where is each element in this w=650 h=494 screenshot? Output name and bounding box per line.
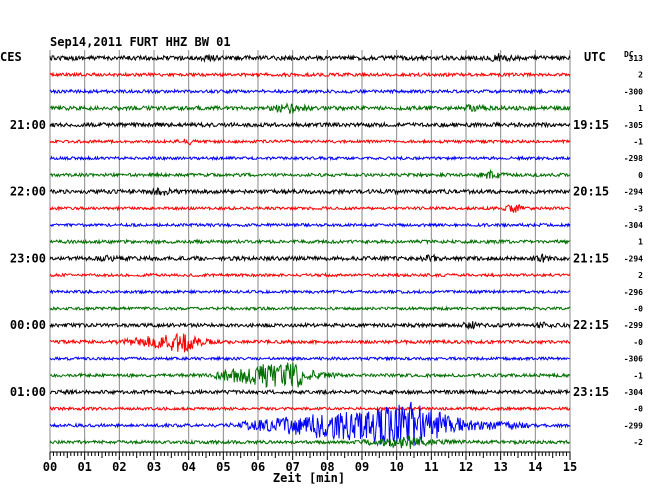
- right-time-label: 20:15: [573, 185, 609, 199]
- trace-line: [49, 155, 571, 162]
- x-tick-label: 07: [285, 460, 299, 474]
- trace-line: [49, 222, 571, 229]
- dc-offset-value: 2: [638, 71, 643, 80]
- x-tick-label: 00: [43, 460, 57, 474]
- right-time-label: 23:15: [573, 385, 609, 399]
- dc-offset-value: -304: [624, 388, 643, 397]
- x-tick-label: 13: [493, 460, 507, 474]
- trace-line: [49, 138, 571, 146]
- left-time-label: 22:00: [10, 185, 46, 199]
- x-tick-label: 15: [563, 460, 577, 474]
- trace-line: [49, 186, 571, 196]
- dc-offset-value: -294: [624, 188, 643, 197]
- trace-line: [49, 388, 571, 396]
- right-timezone-label: UTC: [584, 50, 606, 64]
- trace-line: [49, 435, 571, 450]
- dc-offset-value: -298: [624, 154, 643, 163]
- left-timezone-label: CES: [0, 50, 22, 64]
- dc-label: DC: [624, 50, 634, 59]
- x-axis: 00 01 02 03 04 05 06 07 08 09 10 11 12 13 14 15: [43, 451, 577, 474]
- x-tick-label: 02: [112, 460, 126, 474]
- dc-offset-value: 1: [638, 238, 643, 247]
- dc-offset-value: -3: [633, 204, 643, 213]
- trace-line: [49, 332, 571, 353]
- trace-line: [49, 288, 571, 295]
- dc-offset-value: -1: [633, 138, 643, 147]
- x-axis-label: Zeit [min]: [273, 471, 345, 485]
- x-tick-label: 12: [459, 460, 473, 474]
- time-labels: 21:00 22:00 23:00 00:00 01:00 19:15 20:15 21:15…: [10, 54, 643, 447]
- left-time-label: 01:00: [10, 385, 46, 399]
- dc-offset-value: 313: [629, 54, 644, 63]
- trace-line: [49, 71, 571, 79]
- trace-line: [49, 204, 571, 213]
- dc-offset-value: -0: [633, 405, 643, 414]
- x-tick-label: 03: [147, 460, 161, 474]
- right-time-label: 19:15: [573, 118, 609, 132]
- trace-line: [49, 355, 571, 362]
- dc-offset-value: -299: [624, 421, 643, 430]
- trace-lines: [49, 53, 571, 450]
- dc-offset-value: -0: [633, 305, 643, 314]
- x-tick-label: 06: [251, 460, 265, 474]
- right-time-label: 22:15: [573, 318, 609, 332]
- dc-offset-value: 1: [638, 104, 643, 113]
- x-tick-label: 05: [216, 460, 230, 474]
- trace-line: [49, 102, 571, 114]
- vertical-gridlines: [49, 50, 571, 452]
- left-time-label: 23:00: [10, 251, 46, 265]
- trace-line: [49, 405, 571, 412]
- trace-line: [49, 53, 571, 63]
- dc-offset-value: -305: [624, 121, 643, 130]
- left-time-label: 21:00: [10, 118, 46, 132]
- dc-offset-value: -0: [633, 338, 643, 347]
- left-time-label: 00:00: [10, 318, 46, 332]
- right-time-label: 21:15: [573, 251, 609, 265]
- dc-offset-value: 2: [638, 271, 643, 280]
- x-tick-label: 14: [528, 460, 542, 474]
- trace-line: [49, 253, 571, 263]
- trace-line: [49, 305, 571, 312]
- dc-offset-value: -300: [624, 87, 643, 96]
- trace-line: [49, 88, 571, 95]
- trace-line: [49, 120, 571, 129]
- dc-offset-value: -2: [633, 438, 643, 447]
- x-tick-label: 10: [389, 460, 403, 474]
- trace-line: [49, 272, 571, 279]
- x-tick-label: 08: [320, 460, 334, 474]
- x-tick-label: 09: [355, 460, 369, 474]
- chart-title: Sep14,2011 FURT HHZ BW 01: [50, 35, 231, 49]
- trace-line: [49, 321, 571, 330]
- dc-offset-value: -296: [624, 288, 643, 297]
- dc-offset-value: 0: [638, 171, 643, 180]
- dc-offset-value: -304: [624, 221, 643, 230]
- dc-offset-value: -1: [633, 371, 643, 380]
- trace-line: [49, 401, 571, 447]
- dc-offset-value: -306: [624, 355, 643, 364]
- x-tick-label: 04: [181, 460, 195, 474]
- dc-offset-value: -294: [624, 254, 643, 263]
- x-tick-label: 11: [424, 460, 438, 474]
- trace-line: [49, 362, 571, 389]
- trace-line: [49, 168, 571, 180]
- dc-offset-value: -299: [624, 321, 643, 330]
- trace-line: [49, 238, 571, 246]
- x-tick-label: 01: [77, 460, 91, 474]
